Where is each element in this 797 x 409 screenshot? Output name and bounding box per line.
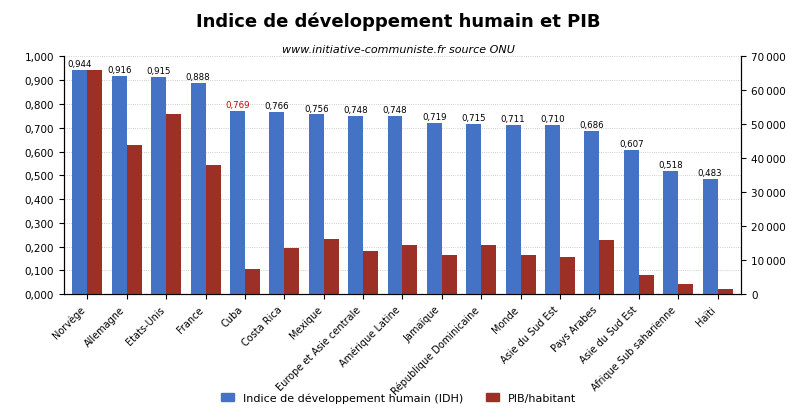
Text: 0,756: 0,756 (304, 104, 328, 113)
Text: 0,607: 0,607 (619, 139, 644, 148)
Bar (520, 256, 536, 294)
Text: 0,748: 0,748 (383, 106, 407, 115)
Bar (324, 240, 339, 294)
Bar (387, 117, 402, 294)
Bar (245, 269, 260, 294)
Legend: Indice de développement humain (IDH), PIB/habitant: Indice de développement humain (IDH), PI… (217, 388, 580, 407)
Text: 0,769: 0,769 (226, 101, 249, 110)
Bar (166, 115, 181, 294)
Text: 0,766: 0,766 (265, 102, 289, 111)
Text: 0,715: 0,715 (461, 114, 486, 123)
Bar (127, 145, 142, 294)
Text: 0,915: 0,915 (147, 67, 171, 76)
Bar (639, 275, 654, 294)
Bar (545, 126, 560, 294)
Bar (73, 70, 88, 294)
Bar (308, 115, 324, 294)
Bar (560, 257, 575, 294)
Bar (190, 84, 206, 294)
Bar (599, 240, 614, 294)
Bar (402, 245, 418, 294)
Text: 0,888: 0,888 (186, 73, 210, 82)
Bar (442, 256, 457, 294)
Bar (427, 124, 442, 294)
Bar (269, 113, 285, 294)
Bar (285, 249, 300, 294)
Text: 0,518: 0,518 (658, 161, 683, 170)
Bar (717, 290, 732, 294)
Bar (112, 77, 127, 294)
Text: 0,710: 0,710 (540, 115, 565, 124)
Bar (505, 126, 520, 294)
Bar (230, 112, 245, 294)
Text: 0,686: 0,686 (579, 121, 604, 130)
Text: Indice de développement humain et PIB: Indice de développement humain et PIB (196, 12, 601, 31)
Bar (584, 132, 599, 294)
Bar (481, 245, 497, 294)
Bar (703, 180, 717, 294)
Text: 0,944: 0,944 (68, 60, 92, 69)
Text: 0,748: 0,748 (344, 106, 368, 115)
Bar (206, 166, 221, 294)
Text: www.initiative-communiste.fr source ONU: www.initiative-communiste.fr source ONU (282, 45, 515, 55)
Bar (348, 117, 363, 294)
Bar (88, 71, 102, 294)
Text: 0,916: 0,916 (107, 66, 132, 75)
Bar (678, 284, 693, 294)
Text: 0,719: 0,719 (422, 113, 446, 122)
Text: 0,711: 0,711 (501, 115, 525, 124)
Bar (151, 77, 166, 294)
Bar (663, 172, 678, 294)
Bar (466, 125, 481, 294)
Bar (624, 151, 639, 294)
Bar (363, 251, 378, 294)
Text: 0,483: 0,483 (698, 169, 722, 178)
